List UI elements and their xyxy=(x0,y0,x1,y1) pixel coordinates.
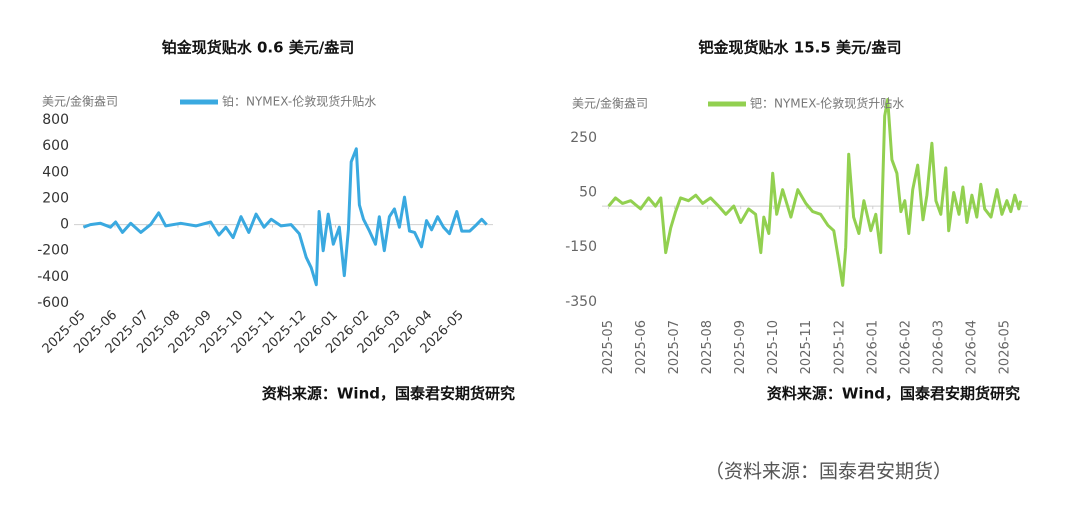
x-tick-label: 2025-11 xyxy=(799,320,814,374)
x-tick-label: 2025-09 xyxy=(733,320,748,374)
x-tick-label: 2025-05 xyxy=(601,320,616,374)
x-tick-label: 2025-10 xyxy=(766,320,781,374)
y-tick-label: 800 xyxy=(42,112,69,128)
source-note: 资料来源：Wind，国泰君安期货研究 xyxy=(262,385,515,403)
y-tick-label: -150 xyxy=(565,239,597,255)
data-line xyxy=(82,147,488,287)
x-tick-label: 2025-06 xyxy=(634,320,649,374)
x-tick-label: 2025-07 xyxy=(667,320,682,374)
y-tick-label: 0 xyxy=(60,217,69,233)
legend-label: 钯：NYMEX-伦敦现货升贴水 xyxy=(750,96,904,111)
chart-title: 铂金现货贴水 0.6 美元/盎司 xyxy=(162,39,355,57)
y-tick-label: 50 xyxy=(579,184,597,200)
x-tick-label: 2025-12 xyxy=(832,320,847,374)
caption: （资料来源：国泰君安期货） xyxy=(705,461,952,483)
source-note: 资料来源：Wind，国泰君安期货研究 xyxy=(767,385,1020,403)
legend-label: 铂：NYMEX-伦敦现货升贴水 xyxy=(222,94,376,109)
y-tick-label: -600 xyxy=(37,295,69,311)
y-tick-label: 400 xyxy=(42,164,69,180)
y-tick-label: 200 xyxy=(42,190,69,206)
x-tick-label: 2026-01 xyxy=(865,320,880,374)
y-tick-label: -200 xyxy=(37,243,69,259)
x-tick-label: 2025-08 xyxy=(700,320,715,374)
x-tick-label: 2026-04 xyxy=(964,320,979,374)
y-axis-unit: 美元/金衡盎司 xyxy=(572,96,648,111)
y-tick-label: 250 xyxy=(570,130,597,146)
y-axis-unit: 美元/金衡盎司 xyxy=(42,94,118,109)
y-tick-label: 600 xyxy=(42,138,69,154)
x-tick-label: 2026-02 xyxy=(898,320,913,374)
y-tick-label: -400 xyxy=(37,269,69,285)
y-tick-label: -350 xyxy=(565,294,597,310)
x-tick-label: 2026-03 xyxy=(931,320,946,374)
data-line xyxy=(607,98,1023,287)
chart-title: 钯金现货贴水 15.5 美元/盎司 xyxy=(699,39,902,57)
x-tick-label: 2026-05 xyxy=(997,320,1012,374)
